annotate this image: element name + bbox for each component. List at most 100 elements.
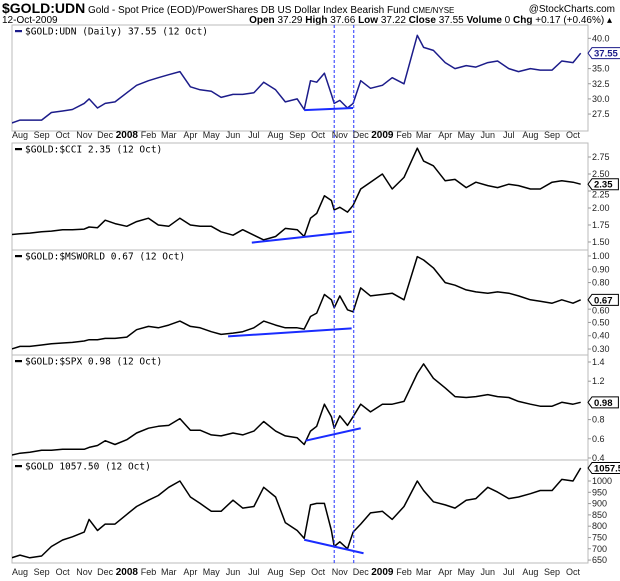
x-tick-label: Jun xyxy=(226,130,241,140)
legend-swatch xyxy=(15,255,22,258)
y-tick-label: 2.75 xyxy=(592,152,610,162)
y-tick-label: 40.0 xyxy=(592,33,610,43)
panel-legend: $GOLD:$MSWORLD 0.67 (12 Oct) xyxy=(25,252,185,263)
series-line-msworld xyxy=(12,255,582,350)
trendline-msworld xyxy=(228,327,352,338)
x-tick-label: 2008 xyxy=(116,567,139,578)
y-tick-label: 950 xyxy=(592,487,607,497)
open-label: Open xyxy=(249,15,275,26)
x-axis-bottom: Aug Sep Oct Nov Dec 2008 Feb Mar Apr May Jun Jul Aug… xyxy=(12,567,581,578)
volume-value: 0 xyxy=(505,15,511,26)
last-value-label: 37.55 xyxy=(594,49,618,60)
x-tick-label: Apr xyxy=(183,130,197,140)
chart-title-line: $GOLD:UDN Gold - Spot Price (EOD)/PowerS… xyxy=(2,0,454,16)
x-tick-label: Nov xyxy=(332,567,349,577)
panel-legend: $GOLD:$CCI 2.35 (12 Oct) xyxy=(25,145,162,156)
chg-label: Chg xyxy=(513,15,532,26)
x-tick-label: Dec xyxy=(353,130,370,140)
x-tick-label: Sep xyxy=(544,130,560,140)
x-tick-label: Oct xyxy=(311,567,326,577)
x-tick-label: Aug xyxy=(268,130,284,140)
x-tick-label: Nov xyxy=(332,130,349,140)
symbol-title: $GOLD:UDN xyxy=(2,0,85,16)
legend-swatch xyxy=(15,30,22,33)
y-tick-label: 1.4 xyxy=(592,357,605,367)
x-tick-label: Jul xyxy=(503,567,515,577)
panel-msworld: 1.00 0.90 0.80 0.60 0.50 0.40 0.30 $GOLD:$MSWOR… xyxy=(11,249,619,356)
chart-date: 12-Oct-2009 xyxy=(2,15,58,26)
x-tick-label: Mar xyxy=(416,130,432,140)
x-tick-label: Sep xyxy=(289,567,305,577)
x-tick-label: Aug xyxy=(12,130,28,140)
y-tick-label: 0.50 xyxy=(592,317,610,327)
y-tick-label: 1000 xyxy=(592,476,612,486)
x-tick-label: 2008 xyxy=(116,130,139,141)
y-tick-label: 700 xyxy=(592,544,607,554)
panel-frame xyxy=(11,459,589,564)
x-tick-label: May xyxy=(203,567,221,577)
y-tick-label: 800 xyxy=(592,521,607,531)
x-tick-label: Mar xyxy=(416,567,432,577)
y-tick-label: 1.00 xyxy=(592,251,610,261)
x-tick-label: Jun xyxy=(226,567,241,577)
x-tick-label: Aug xyxy=(268,567,284,577)
x-tick-label: Jul xyxy=(248,130,260,140)
x-tick-label: 2009 xyxy=(371,130,394,141)
trendline-udn xyxy=(304,106,354,112)
x-tick-label: Dec xyxy=(97,567,114,577)
high-label: High xyxy=(305,15,327,26)
x-tick-label: Mar xyxy=(161,130,177,140)
last-value-box xyxy=(587,462,620,475)
panel-legend: $GOLD:$SPX 0.98 (12 Oct) xyxy=(25,357,162,368)
volume-label: Volume xyxy=(467,15,503,26)
x-tick-label: Sep xyxy=(544,567,560,577)
x-tick-label: Jun xyxy=(481,567,496,577)
close-value: 37.55 xyxy=(439,15,464,26)
y-tick-label: 1.50 xyxy=(592,237,610,247)
panel-legend: $GOLD:UDN (Daily) 37.55 (12 Oct) xyxy=(25,27,208,38)
x-tick-label: Oct xyxy=(566,567,581,577)
y-tick-label: 0.60 xyxy=(592,305,610,315)
panel-frame xyxy=(11,24,589,132)
x-tick-label: Aug xyxy=(522,567,538,577)
symbol-description: Gold - Spot Price (EOD)/PowerShares DB U… xyxy=(88,5,410,16)
y-tick-label: 35.0 xyxy=(592,64,610,74)
x-tick-label: Jun xyxy=(481,130,496,140)
y-tick-label: 0.8 xyxy=(592,415,605,425)
x-tick-label: Feb xyxy=(141,130,157,140)
last-value-label: 0.98 xyxy=(594,398,613,409)
y-tick-label: 650 xyxy=(592,555,607,565)
series-line-spx xyxy=(12,363,581,456)
x-tick-label: May xyxy=(458,130,476,140)
y-tick-label: 30.0 xyxy=(592,94,610,104)
x-tick-label: Jul xyxy=(248,567,260,577)
last-value-box xyxy=(587,178,619,191)
x-tick-label: Nov xyxy=(76,130,93,140)
panel-udn: 40.0 35.0 32.5 30.0 27.5 $GOLD:UDN (Daily) 37… xyxy=(11,24,620,132)
y-tick-label: 850 xyxy=(592,510,607,520)
x-tick-label: Nov xyxy=(76,567,93,577)
panel-cci: 2.75 2.50 2.25 2.00 1.75 1.50 $GOLD:$CCI 2.35 … xyxy=(11,142,619,251)
x-tick-label: Apr xyxy=(438,130,452,140)
x-tick-label: Sep xyxy=(289,130,305,140)
y-tick-label: 0.40 xyxy=(592,331,610,341)
y-tick-label: 0.4 xyxy=(592,453,605,463)
x-tick-label: Sep xyxy=(34,567,50,577)
trendline-spx xyxy=(305,427,361,442)
low-value: 37.22 xyxy=(381,15,406,26)
legend-swatch xyxy=(15,148,22,151)
y-tick-label: 27.5 xyxy=(592,109,610,119)
y-tick-label: 2.00 xyxy=(592,203,610,213)
trendline-cci xyxy=(251,230,352,244)
x-tick-label: May xyxy=(203,130,221,140)
y-tick-label: 1.75 xyxy=(592,220,610,230)
x-tick-label: Feb xyxy=(396,567,412,577)
x-tick-label: Aug xyxy=(522,130,538,140)
high-value: 37.66 xyxy=(330,15,355,26)
series-line-udn xyxy=(12,34,582,124)
chart-header: $GOLD:UDN Gold - Spot Price (EOD)/PowerS… xyxy=(2,0,615,26)
series-line-cci xyxy=(12,147,581,241)
exchange-label: CME/NYSE xyxy=(413,6,455,15)
